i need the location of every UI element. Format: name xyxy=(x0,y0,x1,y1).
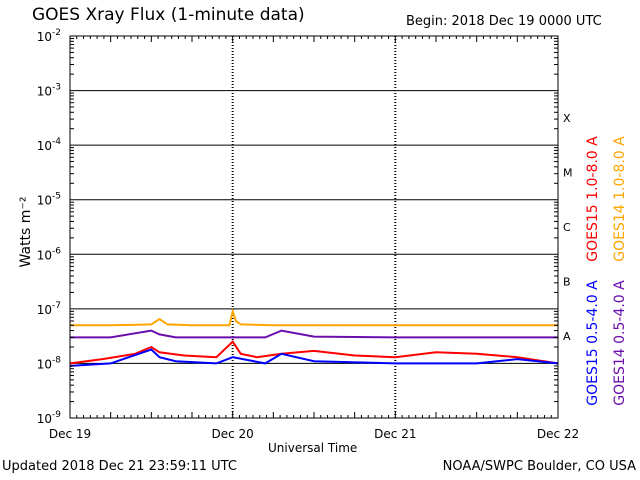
series-line xyxy=(70,307,558,327)
legend-goes14-long-label: GOES14 1.0-8.0 A xyxy=(612,136,628,262)
plot-border xyxy=(69,35,559,419)
chart-series xyxy=(69,307,559,367)
legend-goes15-long: GOES15 1.0-8.0 A xyxy=(583,124,603,274)
y-tick-labels: 10-2 10-3 10-4 10-5 10-6 10-7 10-8 10-9 xyxy=(37,28,62,426)
legend-goes15-short: GOES15 0.5-4.0 A xyxy=(583,268,603,418)
x-tick-label: Dec 21 xyxy=(374,427,416,441)
legend-goes14-long: GOES14 1.0-8.0 A xyxy=(610,124,630,274)
x-tick-label: Dec 22 xyxy=(537,427,579,441)
series-line xyxy=(70,329,558,339)
legend-goes15-long-label: GOES15 1.0-8.0 A xyxy=(585,136,601,262)
y-tick-label: 10-4 xyxy=(37,137,62,153)
begin-time: Begin: 2018 Dec 19 0000 UTC xyxy=(406,14,602,29)
y-tick-label: 10-5 xyxy=(37,192,61,208)
y-tick-label: 10-9 xyxy=(37,410,62,426)
y-tick-label: 10-7 xyxy=(37,301,61,317)
y-tick-label: 10-2 xyxy=(37,28,61,44)
y-tick-label: 10-6 xyxy=(37,246,62,262)
y-tick-label: 10-3 xyxy=(37,83,61,99)
flare-class-labels: X M C B A xyxy=(563,112,573,343)
flare-class-label: A xyxy=(563,330,571,343)
legend-goes14-short-label: GOES14 0.5-4.0 A xyxy=(612,280,628,406)
x-tick-label: Dec 20 xyxy=(212,427,254,441)
chart-title: GOES Xray Flux (1-minute data) xyxy=(32,5,305,25)
x-tick-labels: Dec 19 Dec 20 Dec 21 Dec 22 xyxy=(49,427,579,441)
chart-frame xyxy=(69,35,559,419)
updated-time: Updated 2018 Dec 21 23:59:11 UTC xyxy=(2,459,237,474)
flare-class-label: B xyxy=(563,276,571,289)
flare-class-label: X xyxy=(563,112,571,125)
legend-goes15-short-label: GOES15 0.5-4.0 A xyxy=(585,280,601,406)
flare-class-label: M xyxy=(563,166,573,179)
x-axis-title: Universal Time xyxy=(268,441,358,455)
series-line xyxy=(69,340,559,365)
y-tick-label: 10-8 xyxy=(37,355,62,371)
credit: NOAA/SWPC Boulder, CO USA xyxy=(442,459,636,474)
flare-class-label: C xyxy=(563,221,571,234)
x-tick-label: Dec 19 xyxy=(49,427,91,441)
legend-goes14-short: GOES14 0.5-4.0 A xyxy=(610,268,630,418)
series-line xyxy=(69,348,559,367)
